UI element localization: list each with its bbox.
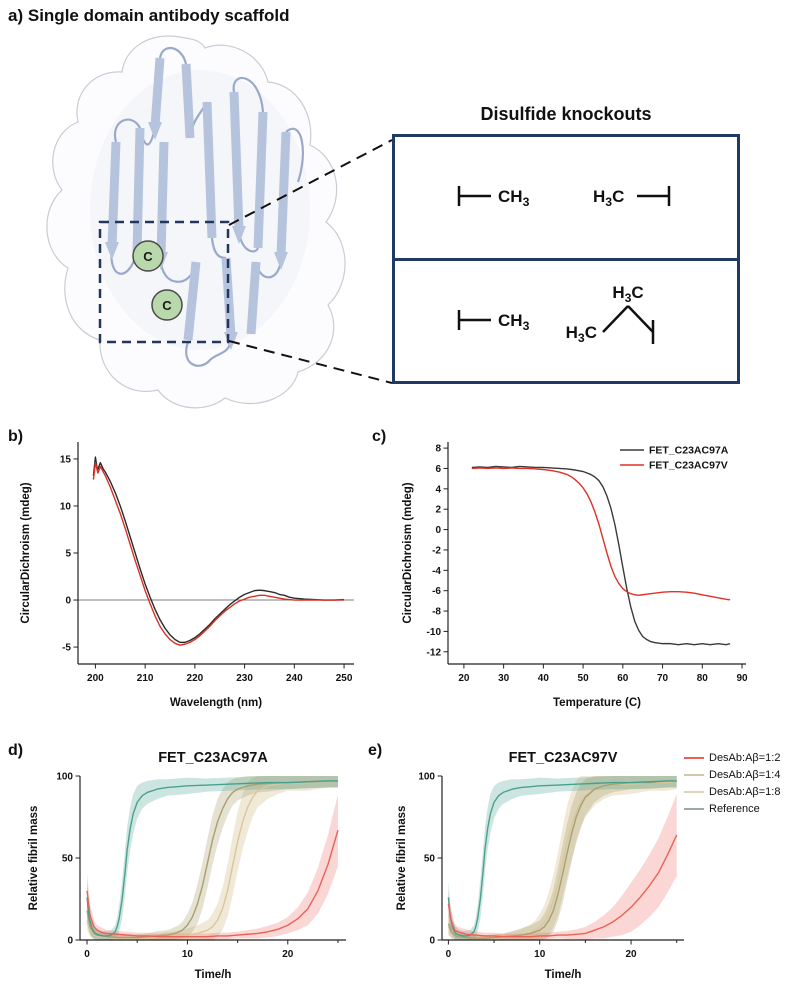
svg-text:Temperature (C): Temperature (C)	[553, 697, 641, 709]
panel-e-label: e)	[368, 742, 383, 759]
kinetics-chart-c23ac97a: 0 10 20 0 50 100 Time/h Relative fibril mass FET…	[24, 746, 354, 991]
svg-text:-5: -5	[62, 643, 71, 654]
panel-a-heading: a) Single domain antibody scaffold	[8, 6, 290, 26]
cysteine-circle-2	[151, 289, 183, 321]
legend-entry: Reference	[684, 803, 788, 815]
svg-text:30: 30	[498, 673, 510, 684]
svg-text:0: 0	[65, 596, 71, 607]
svg-text:50: 50	[62, 854, 74, 865]
svg-text:10: 10	[182, 949, 194, 960]
thermal-melt-chart: 20 30 40 50 60 70 80 90 8 6 4 2 0 -2 -4 -6 -8 -10 -12 Tempe…	[398, 432, 760, 719]
svg-text:15: 15	[60, 454, 72, 465]
alanine-knockout-structure: CH3 H3C	[457, 186, 671, 209]
svg-text:0: 0	[446, 949, 452, 960]
legend-entry: DesAb:Aβ=1:2	[684, 752, 788, 764]
legend-swatch	[684, 774, 704, 776]
svg-text:Relative fibril mass: Relative fibril mass	[28, 806, 40, 911]
svg-text:-6: -6	[432, 586, 441, 597]
cysteine-circle-1	[132, 240, 164, 272]
svg-text:250: 250	[336, 673, 353, 684]
knockouts-title: Disulfide knockouts	[480, 104, 652, 124]
svg-text:FET_C23AC97V: FET_C23AC97V	[649, 460, 728, 472]
kinetics-chart-c23ac97v: 0 10 20 0 50 100 Time/h Relative fibril mass FET…	[392, 746, 692, 991]
legend-label: Reference	[709, 803, 760, 815]
svg-text:4: 4	[435, 484, 441, 495]
svg-text:230: 230	[236, 673, 253, 684]
svg-text:80: 80	[697, 673, 709, 684]
legend-label: DesAb:Aβ=1:2	[709, 752, 781, 764]
panel-a-label: a)	[8, 6, 24, 25]
svg-text:8: 8	[435, 444, 441, 455]
svg-text:40: 40	[538, 673, 550, 684]
svg-text:H3C: H3C	[593, 187, 624, 209]
svg-text:FET_C23AC97A: FET_C23AC97A	[158, 750, 268, 766]
panel-a-title: Single domain antibody scaffold	[27, 6, 290, 25]
svg-text:20: 20	[282, 949, 294, 960]
cd-spectrum-chart: 200 210 220 230 240 250 -5 0 5 10 15 Wavelength (nm…	[16, 432, 368, 719]
legend-entry: DesAb:Aβ=1:8	[684, 786, 788, 798]
svg-text:0: 0	[435, 525, 441, 536]
knockouts-box: CH3 H3C CH3 H3C H3C	[392, 134, 740, 384]
svg-text:0: 0	[84, 949, 90, 960]
svg-text:100: 100	[56, 772, 73, 783]
svg-text:-10: -10	[427, 627, 442, 638]
svg-text:CH3: CH3	[498, 187, 530, 209]
svg-text:5: 5	[65, 549, 71, 560]
panel-d-label: d)	[8, 742, 24, 759]
kinetics-legend: DesAb:Aβ=1:2 DesAb:Aβ=1:4 DesAb:Aβ=1:8 Refe…	[684, 752, 788, 815]
svg-text:CircularDichroism (mdeg): CircularDichroism (mdeg)	[402, 482, 414, 623]
legend-label: DesAb:Aβ=1:4	[709, 769, 781, 781]
svg-text:H3C: H3C	[566, 323, 597, 345]
panel-b-label: b)	[8, 428, 24, 445]
svg-text:220: 220	[187, 673, 204, 684]
svg-text:CH3: CH3	[498, 311, 530, 333]
svg-text:50: 50	[424, 854, 436, 865]
svg-text:70: 70	[657, 673, 669, 684]
legend-entry: DesAb:Aβ=1:4	[684, 769, 788, 781]
svg-text:0: 0	[67, 936, 73, 947]
svg-text:FET_C23AC97A: FET_C23AC97A	[649, 445, 729, 457]
svg-text:Time/h: Time/h	[545, 969, 582, 981]
svg-text:10: 10	[60, 501, 72, 512]
svg-text:FET_C23AC97V: FET_C23AC97V	[509, 750, 618, 766]
svg-text:H3C: H3C	[612, 283, 643, 305]
svg-text:100: 100	[418, 772, 435, 783]
svg-text:50: 50	[578, 673, 590, 684]
svg-text:-2: -2	[432, 545, 441, 556]
legend-swatch	[684, 808, 704, 810]
svg-text:20: 20	[458, 673, 470, 684]
knockout-valine-cell: CH3 H3C H3C	[395, 261, 737, 382]
cysteine-residues: C C	[132, 240, 183, 321]
svg-text:90: 90	[736, 673, 748, 684]
svg-text:6: 6	[435, 464, 441, 475]
svg-text:0: 0	[429, 936, 435, 947]
svg-text:Time/h: Time/h	[195, 969, 232, 981]
panel-a-art: C C	[46, 35, 393, 409]
legend-label: DesAb:Aβ=1:8	[709, 786, 781, 798]
disulfide-selection-box	[98, 220, 230, 344]
svg-text:-12: -12	[427, 647, 442, 658]
svg-text:10: 10	[534, 949, 546, 960]
svg-text:CircularDichroism (mdeg): CircularDichroism (mdeg)	[20, 482, 32, 623]
svg-text:240: 240	[286, 673, 303, 684]
svg-text:60: 60	[617, 673, 629, 684]
cysteine-residue-label: C	[162, 298, 172, 313]
svg-text:200: 200	[87, 673, 104, 684]
svg-text:20: 20	[625, 949, 637, 960]
svg-text:-4: -4	[432, 566, 441, 577]
legend-swatch	[684, 791, 704, 793]
legend-swatch	[684, 757, 704, 759]
panel-c-label: c)	[372, 428, 387, 445]
svg-text:210: 210	[137, 673, 154, 684]
svg-text:-8: -8	[432, 607, 441, 618]
svg-text:2: 2	[435, 505, 441, 516]
cysteine-residue-label: C	[143, 249, 153, 264]
svg-text:Relative fibril mass: Relative fibril mass	[396, 806, 408, 911]
svg-text:Wavelength (nm): Wavelength (nm)	[170, 697, 262, 709]
valine-knockout-structure: CH3 H3C H3C	[457, 283, 655, 345]
knockout-alanine-cell: CH3 H3C	[395, 137, 737, 261]
zoom-connector-lines	[228, 139, 393, 384]
